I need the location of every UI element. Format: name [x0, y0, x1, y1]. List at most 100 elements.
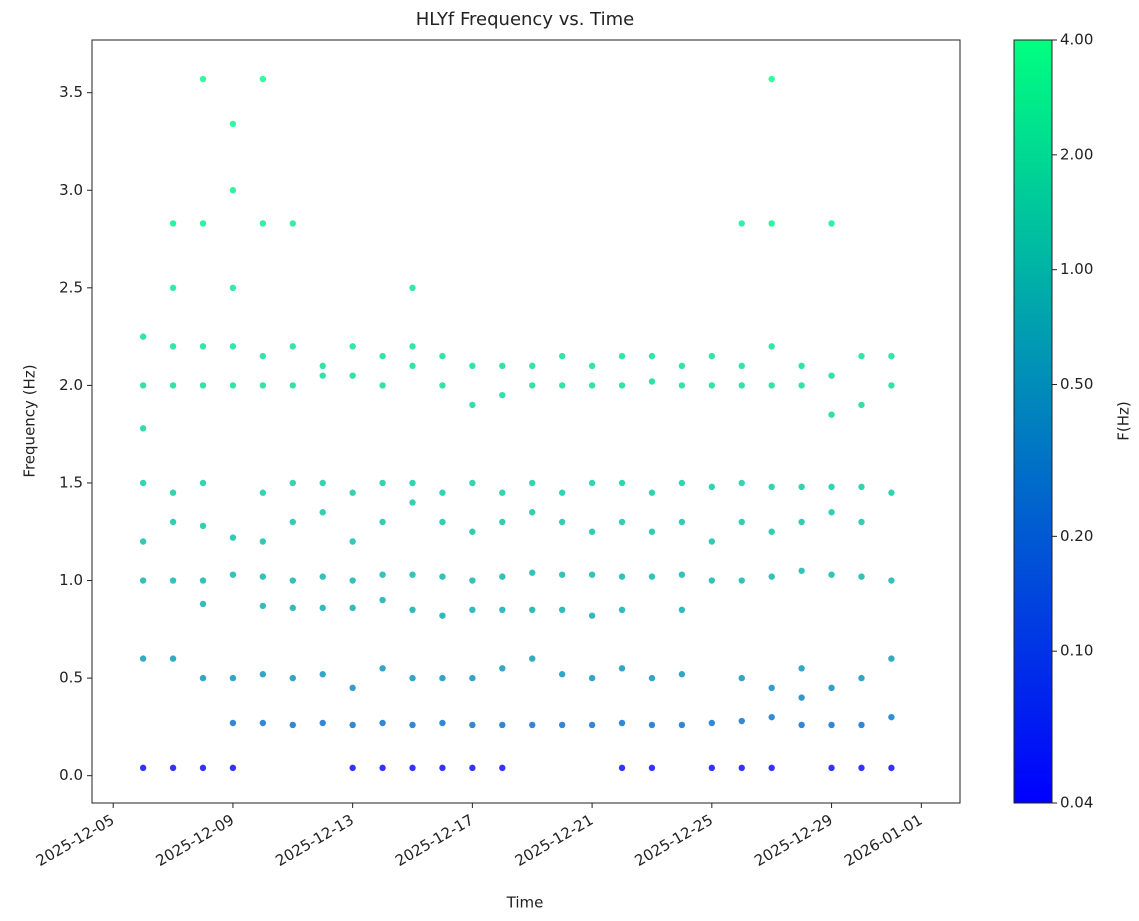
point	[678, 362, 686, 370]
point	[708, 719, 716, 727]
point	[169, 518, 177, 526]
point	[529, 606, 536, 614]
point	[259, 489, 267, 496]
point	[888, 382, 895, 389]
point	[469, 577, 476, 584]
point	[349, 577, 356, 584]
point	[409, 499, 416, 506]
point	[828, 764, 835, 772]
point	[678, 721, 686, 729]
point	[648, 528, 656, 535]
point	[858, 483, 865, 491]
point	[529, 721, 536, 729]
point	[349, 721, 356, 729]
point	[199, 382, 207, 389]
point	[379, 518, 386, 526]
point	[379, 764, 386, 772]
point	[499, 391, 506, 399]
point	[349, 372, 356, 379]
point	[409, 764, 416, 772]
point	[858, 401, 865, 409]
x-tick-label: 2025-12-13	[272, 811, 357, 870]
point	[199, 600, 207, 608]
point	[379, 596, 386, 604]
point	[229, 674, 237, 682]
point	[798, 518, 805, 526]
point	[858, 721, 865, 729]
point	[259, 573, 267, 580]
point	[768, 382, 775, 389]
point	[319, 362, 326, 370]
point	[409, 343, 416, 350]
point	[738, 674, 745, 682]
colorbar-label: F(Hz)	[1115, 401, 1133, 441]
point	[618, 573, 626, 580]
point	[768, 343, 775, 350]
point	[199, 75, 207, 83]
y-tick-label: 1.5	[59, 473, 83, 491]
point	[499, 489, 506, 496]
point	[529, 382, 536, 389]
point	[139, 479, 147, 487]
point	[259, 671, 267, 678]
point	[648, 721, 656, 729]
point	[169, 655, 177, 662]
point	[588, 362, 596, 370]
point	[558, 721, 566, 729]
point	[469, 479, 476, 487]
point	[379, 479, 386, 487]
point	[169, 343, 177, 350]
colorbar-tick-label: 4.00	[1060, 31, 1093, 49]
point	[618, 382, 626, 389]
x-tick-label: 2025-12-05	[33, 811, 118, 870]
point	[888, 764, 895, 772]
point	[289, 343, 296, 350]
point	[499, 362, 506, 370]
colorbar-tick-label: 0.10	[1060, 642, 1093, 660]
point	[259, 719, 267, 727]
point	[678, 382, 686, 389]
point	[409, 362, 416, 370]
point	[139, 577, 147, 584]
point	[259, 602, 267, 610]
point	[768, 483, 775, 491]
point	[648, 573, 656, 580]
point	[139, 538, 147, 545]
point	[588, 528, 596, 535]
point	[858, 573, 865, 580]
colorbar-tick-label: 2.00	[1060, 145, 1093, 163]
point	[888, 352, 895, 360]
point	[738, 362, 745, 370]
chart-title: HLYf Frequency vs. Time	[416, 9, 634, 30]
y-tick-label: 3.5	[59, 83, 83, 101]
point	[648, 378, 656, 385]
point	[768, 75, 775, 83]
point	[888, 655, 895, 662]
point	[828, 372, 835, 379]
colorbar-tick-label: 0.50	[1060, 375, 1093, 393]
point	[199, 479, 207, 487]
point	[558, 489, 566, 496]
point	[648, 489, 656, 496]
point	[169, 764, 177, 772]
point	[499, 721, 506, 729]
point	[229, 382, 237, 389]
point	[828, 509, 835, 516]
point	[469, 721, 476, 729]
point	[828, 721, 835, 729]
point	[229, 534, 237, 541]
y-axis-label: Frequency (Hz)	[21, 364, 39, 477]
point	[199, 220, 207, 227]
point	[289, 577, 296, 584]
point	[289, 479, 296, 487]
point	[768, 684, 775, 692]
point	[738, 479, 745, 487]
point	[738, 220, 745, 227]
point	[199, 674, 207, 682]
point	[319, 372, 326, 379]
point	[738, 382, 745, 389]
y-tick-label: 2.0	[59, 376, 83, 394]
point	[469, 674, 476, 682]
point	[858, 674, 865, 682]
point	[259, 538, 267, 545]
